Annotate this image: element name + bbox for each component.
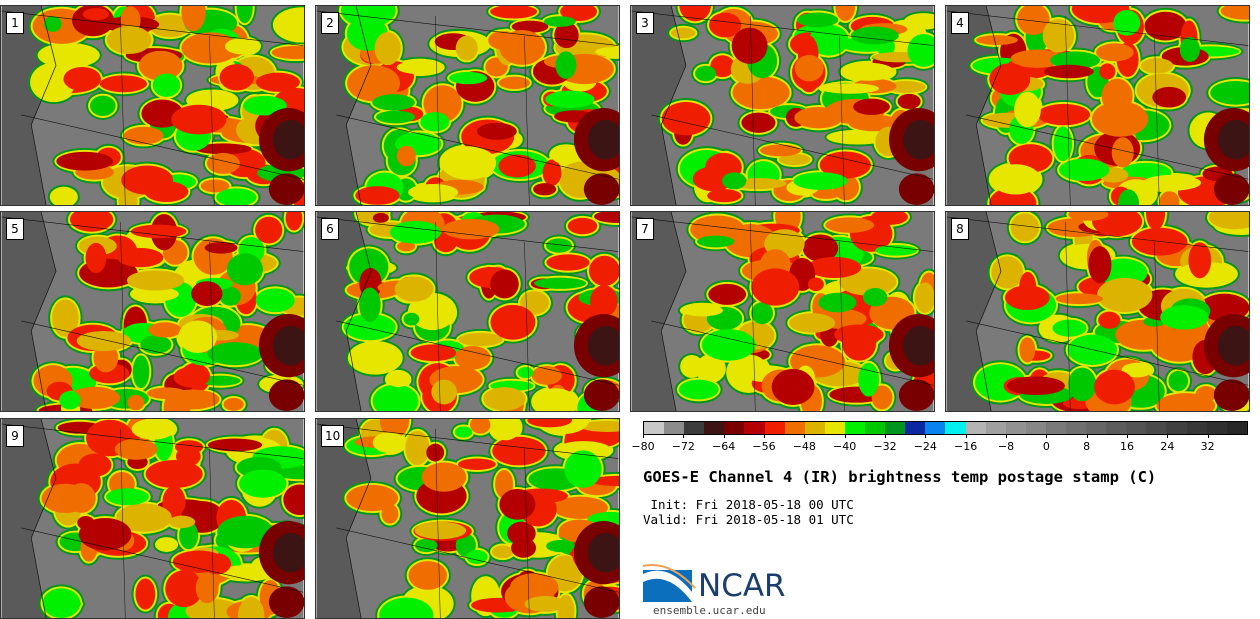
colorbar-swatch [844,422,866,434]
postage-stamp-panel: 7 [630,211,935,412]
panel-number-label: 1 [6,12,24,34]
ncar-logo-icon [643,564,696,602]
postage-stamp-panel: 8 [945,211,1250,412]
colorbar-tick-label: 32 [1188,435,1228,453]
ir-satellite-map [946,6,1249,205]
colorbar-tick-label: −80 [623,435,663,453]
colorbar-swatch [724,422,745,434]
colorbar-swatch [804,422,825,434]
postage-stamp-panel: 4 [945,5,1250,206]
colorbar-swatch [1186,422,1207,434]
colorbar-swatch [1146,422,1167,434]
website-url[interactable]: ensemble.ucar.edu [653,604,766,617]
colorbar-tick-label: 24 [1147,435,1187,453]
panel-number-label: 6 [321,218,339,240]
colorbar-tick-label: 0 [1026,435,1066,453]
colorbar-tick-label: 8 [1067,435,1107,453]
colorbar-ticks: −80 −72 −64 −56 −48 −40 −32 −24 −16 −8 0 8 16 24 32 [631,435,1248,455]
colorbar-tick-label: −16 [946,435,986,453]
postage-stamp-panel: 5 [0,211,305,412]
postage-stamp-panel: 10 [315,418,620,619]
colorbar-swatch [1206,422,1227,434]
ir-satellite-map [316,419,619,618]
colorbar-swatch [1086,422,1107,434]
colorbar-swatch [704,422,725,434]
colorbar [643,421,1248,435]
colorbar-tick-label: −40 [825,435,865,453]
colorbar-tick-label: −8 [986,435,1026,453]
colorbar-swatch [744,422,765,434]
colorbar-tick-label: −56 [744,435,784,453]
colorbar-swatch [1226,422,1247,434]
panel-number-label: 5 [6,218,24,240]
panel-number-label: 8 [951,218,969,240]
colorbar-swatch [644,422,665,434]
colorbar-swatch [1166,422,1187,434]
panel-number-label: 2 [321,12,339,34]
colorbar-swatch [1126,422,1147,434]
init-time: Init: Fri 2018-05-18 00 UTC [643,497,854,512]
ir-satellite-map [631,212,934,411]
ir-satellite-map [316,212,619,411]
ir-satellite-map [316,6,619,205]
panel-number-label: 3 [636,12,654,34]
colorbar-tick-label: −48 [784,435,824,453]
colorbar-swatch [1106,422,1127,434]
ir-satellite-map [631,6,934,205]
colorbar-swatch [905,422,926,434]
colorbar-tick-label: 16 [1107,435,1147,453]
colorbar-tick-label: −72 [663,435,703,453]
ir-satellite-map [946,212,1249,411]
ir-satellite-map [1,419,304,618]
valid-time: Valid: Fri 2018-05-18 01 UTC [643,512,854,527]
ncar-logo-text: NCAR [698,568,786,604]
postage-stamp-panel: 2 [315,5,620,206]
colorbar-swatch [664,422,685,434]
panel-number-label: 10 [321,425,345,447]
colorbar-swatch [885,422,906,434]
colorbar-tick-label: −32 [865,435,905,453]
colorbar-tick-label: −64 [704,435,744,453]
postage-stamp-panel: 3 [630,5,935,206]
panel-number-label: 9 [6,425,24,447]
colorbar-swatch [1025,422,1046,434]
colorbar-swatch [1005,422,1026,434]
colorbar-swatch [965,422,986,434]
ir-satellite-map [1,212,304,411]
colorbar-swatch [865,422,886,434]
panel-number-label: 7 [636,218,654,240]
colorbar-swatch [764,422,785,434]
colorbar-swatch [925,422,946,434]
colorbar-swatch [1045,422,1066,434]
colorbar-swatch [784,422,805,434]
colorbar-swatch [684,422,705,434]
panel-number-label: 4 [951,12,969,34]
colorbar-swatch [945,422,966,434]
colorbar-tick-label: −24 [905,435,945,453]
colorbar-swatch [824,422,845,434]
ir-satellite-map [1,6,304,205]
postage-stamp-panel: 1 [0,5,305,206]
postage-stamp-panel: 9 [0,418,305,619]
colorbar-swatch [1065,422,1087,434]
figure-title: GOES-E Channel 4 (IR) brightness temp po… [643,468,1157,486]
colorbar-swatch [985,422,1006,434]
postage-stamp-panel: 6 [315,211,620,412]
